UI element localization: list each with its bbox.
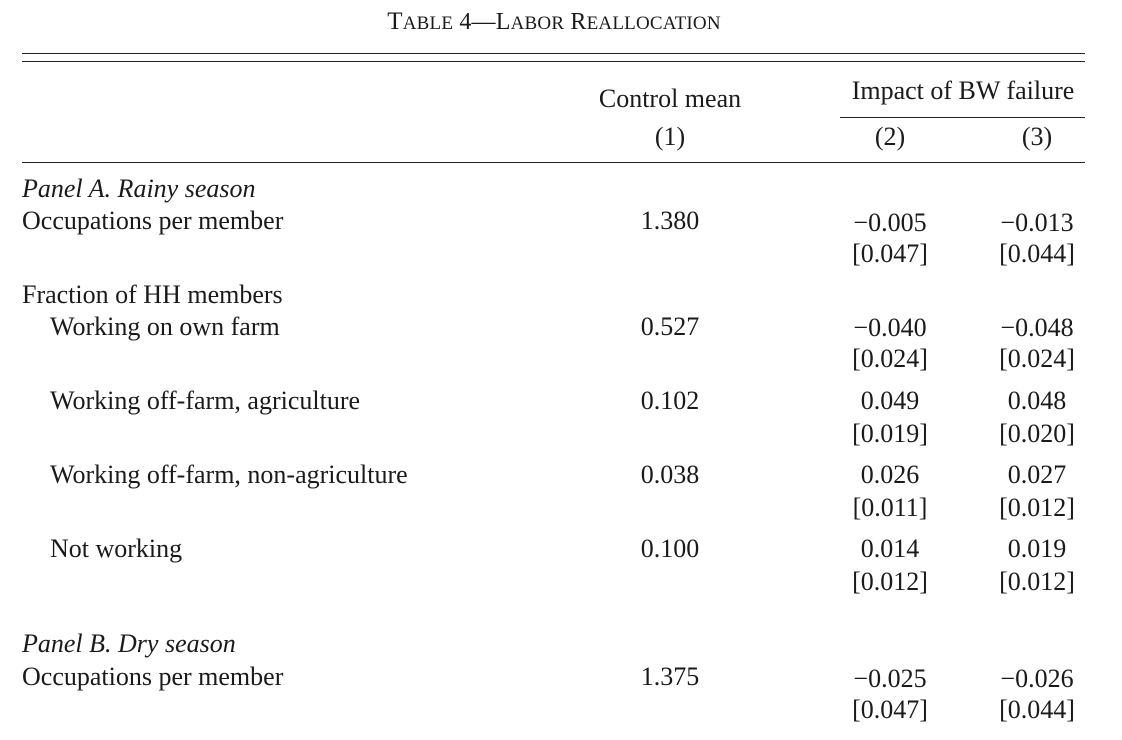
title-part: ABLE	[402, 13, 454, 34]
row-label: Occupations per member	[22, 206, 284, 235]
row-label: Working on own farm	[50, 312, 280, 341]
panel-a-heading: Panel A. Rainy season	[22, 174, 256, 203]
control-mean-value: 1.380	[640, 206, 700, 235]
standard-error: [0.024]	[999, 344, 1075, 373]
fraction-heading: Fraction of HH members	[22, 280, 283, 309]
standard-error: [0.044]	[999, 239, 1075, 268]
standard-error: [0.012]	[852, 567, 928, 596]
table-title: TABLE 4—LABOR REALLOCATION	[0, 8, 1108, 36]
standard-error: [0.020]	[999, 419, 1075, 448]
estimate-value: −0.026	[1000, 664, 1074, 693]
standard-error: [0.012]	[999, 493, 1075, 522]
estimate-value: 0.014	[860, 534, 920, 563]
title-part: R	[564, 9, 587, 35]
row-label: Not working	[50, 534, 183, 563]
top-rule-1	[22, 53, 1085, 54]
standard-error: [0.047]	[852, 695, 928, 724]
control-mean-value: 0.527	[640, 312, 700, 341]
standard-error: [0.011]	[852, 493, 928, 522]
row-label: Working off-farm, agriculture	[50, 386, 361, 415]
estimate-value: −0.048	[1000, 313, 1074, 342]
control-mean-value: 1.375	[640, 662, 700, 691]
row-label: Working off-farm, non-agriculture	[50, 460, 408, 489]
control-mean-value: 0.102	[640, 386, 700, 415]
header-control-mean: Control mean	[598, 84, 742, 113]
header-col1-number: (1)	[654, 122, 686, 151]
title-part: EALLOCATION	[586, 13, 721, 34]
estimate-value: −0.013	[1000, 208, 1074, 237]
estimate-value: −0.025	[853, 664, 927, 693]
standard-error: [0.024]	[852, 344, 928, 373]
standard-error: [0.044]	[999, 695, 1075, 724]
estimate-value: 0.027	[1007, 460, 1067, 489]
header-bottom-rule	[22, 162, 1085, 163]
estimate-value: −0.005	[853, 208, 927, 237]
row-label: Occupations per member	[22, 662, 284, 691]
title-part: T	[387, 8, 403, 35]
panel-b-heading: Panel B. Dry season	[22, 629, 236, 658]
standard-error: [0.019]	[852, 419, 928, 448]
control-mean-value: 0.100	[640, 534, 700, 563]
estimate-value: 0.019	[1007, 534, 1067, 563]
estimate-value: 0.048	[1007, 386, 1067, 415]
standard-error: [0.047]	[852, 239, 928, 268]
estimate-value: −0.040	[853, 313, 927, 342]
header-col2-number: (2)	[874, 122, 906, 151]
top-rule-2	[22, 61, 1085, 62]
standard-error: [0.012]	[999, 567, 1075, 596]
title-part: ABOR	[510, 13, 565, 34]
estimate-value: 0.049	[860, 386, 920, 415]
header-impact-group: Impact of BW failure	[851, 76, 1075, 105]
control-mean-value: 0.038	[640, 460, 700, 489]
estimate-value: 0.026	[860, 460, 920, 489]
header-col3-number: (3)	[1021, 122, 1053, 151]
title-part: 4—L	[453, 9, 511, 35]
group-underline	[840, 117, 1085, 118]
